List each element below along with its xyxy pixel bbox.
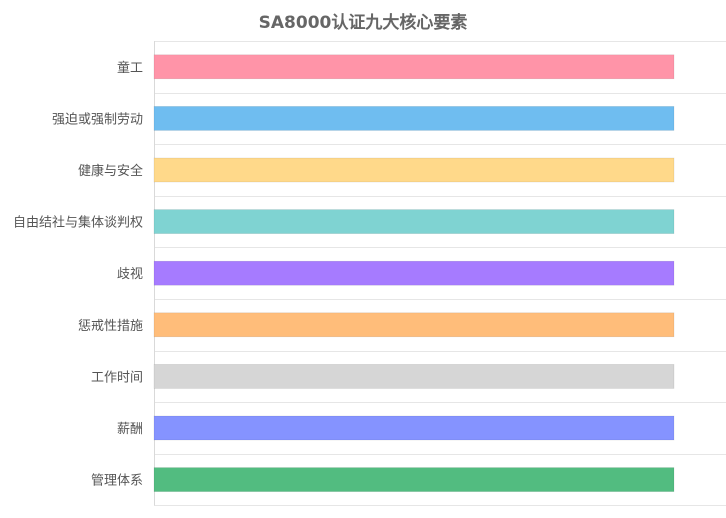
y-tick-label: 童工 <box>117 60 143 76</box>
y-tick-label: 自由结社与集体谈判权 <box>13 215 143 231</box>
bar-7[interactable] <box>153 364 675 389</box>
bar-1[interactable] <box>153 54 675 80</box>
label-layer: 童工强迫或强制劳动健康与安全自由结社与集体谈判权歧视惩戒性措施工作时间薪酬管理体… <box>13 60 143 489</box>
bar-5[interactable] <box>153 260 675 286</box>
y-tick-label: 工作时间 <box>91 370 143 385</box>
bar-9[interactable] <box>153 467 675 492</box>
y-tick-label: 强迫或强制劳动 <box>52 111 143 127</box>
chart-title: SA8000认证九大核心要素 <box>258 13 468 33</box>
bar-layer <box>153 54 675 492</box>
y-tick-label: 健康与安全 <box>78 163 143 179</box>
bar-3[interactable] <box>153 157 675 183</box>
bar-4[interactable] <box>153 209 675 234</box>
bar-2[interactable] <box>153 106 675 131</box>
bar-6[interactable] <box>153 312 675 338</box>
y-tick-label: 薪酬 <box>117 422 143 437</box>
y-tick-label: 歧视 <box>117 267 143 282</box>
y-tick-label: 惩戒性措施 <box>78 319 143 334</box>
bar-8[interactable] <box>153 415 675 441</box>
y-tick-label: 管理体系 <box>91 474 143 489</box>
